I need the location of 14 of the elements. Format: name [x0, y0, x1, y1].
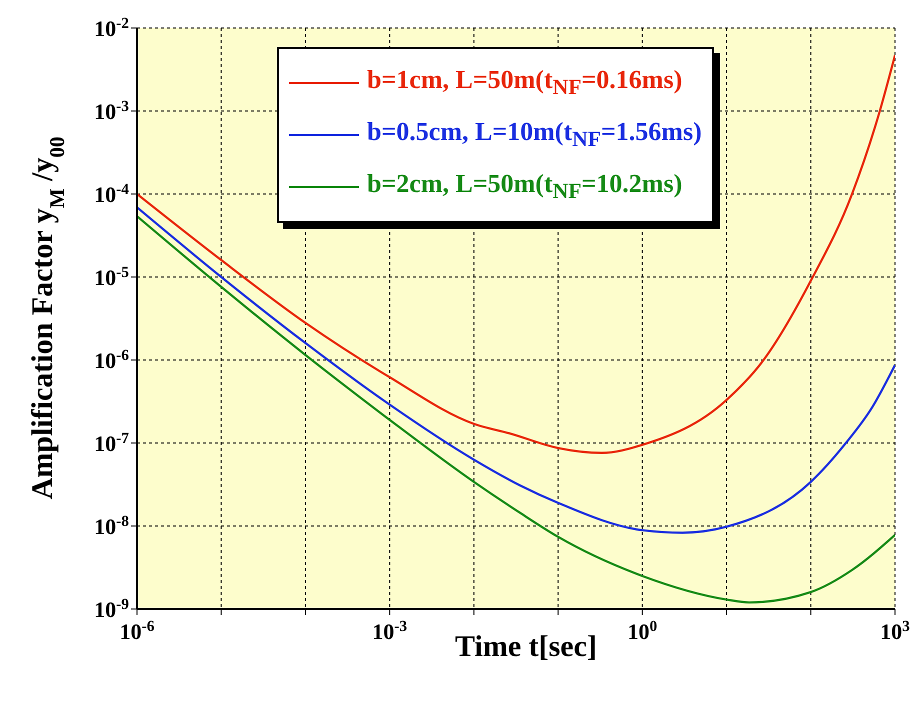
legend-label: b=0.5cm, L=10m(t$_{NF}$=1.56ms) [367, 117, 702, 153]
y-tick-label: 10$^{-8}$ [94, 512, 130, 539]
y-tick-label: 10$^{-7}$ [94, 430, 130, 456]
x-tick-label: 10$^{3}$ [880, 618, 910, 644]
x-axis-title: Time t[sec] [455, 630, 597, 663]
y-tick-label: 10$^{-2}$ [94, 14, 130, 41]
x-tick-label: 10$^{-3}$ [372, 618, 408, 644]
y-tick-label: 10$^{-5}$ [94, 264, 130, 290]
y-tick-label: 10$^{-3}$ [94, 98, 130, 124]
y-tick-label: 10$^{-4}$ [94, 180, 130, 207]
legend-label: b=2cm, L=50m(t$_{NF}$=10.2ms) [367, 169, 682, 205]
x-tick-label: 10$^{0}$ [627, 618, 658, 644]
legend-label: b=1cm, L=50m(t$_{NF}$=0.16ms) [367, 65, 682, 101]
y-tick-label: 10$^{-6}$ [94, 346, 130, 373]
